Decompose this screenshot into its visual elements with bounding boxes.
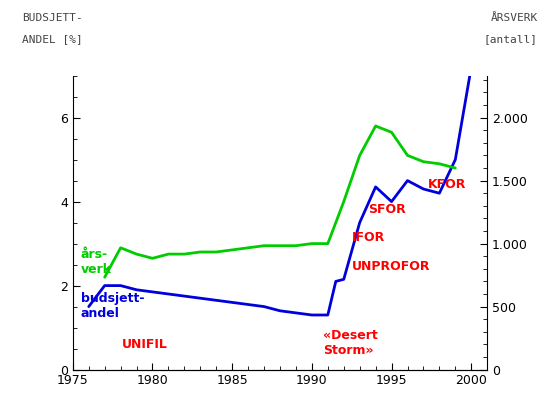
Text: ÅRSVERK: ÅRSVERK [491,13,538,23]
Text: SFOR: SFOR [368,203,405,216]
Text: års-
verk: års- verk [81,248,112,276]
Text: [antall]: [antall] [484,34,538,44]
Text: IFOR: IFOR [352,231,385,244]
Text: UNPROFOR: UNPROFOR [352,260,430,273]
Text: KFOR: KFOR [428,178,466,191]
Text: budsjett-
andel: budsjett- andel [81,292,144,320]
Text: ANDEL [%]: ANDEL [%] [22,34,83,44]
Text: UNIFIL: UNIFIL [122,338,167,351]
Text: BUDSJETT-: BUDSJETT- [22,13,83,23]
Text: «Desert
Storm»: «Desert Storm» [323,329,378,357]
